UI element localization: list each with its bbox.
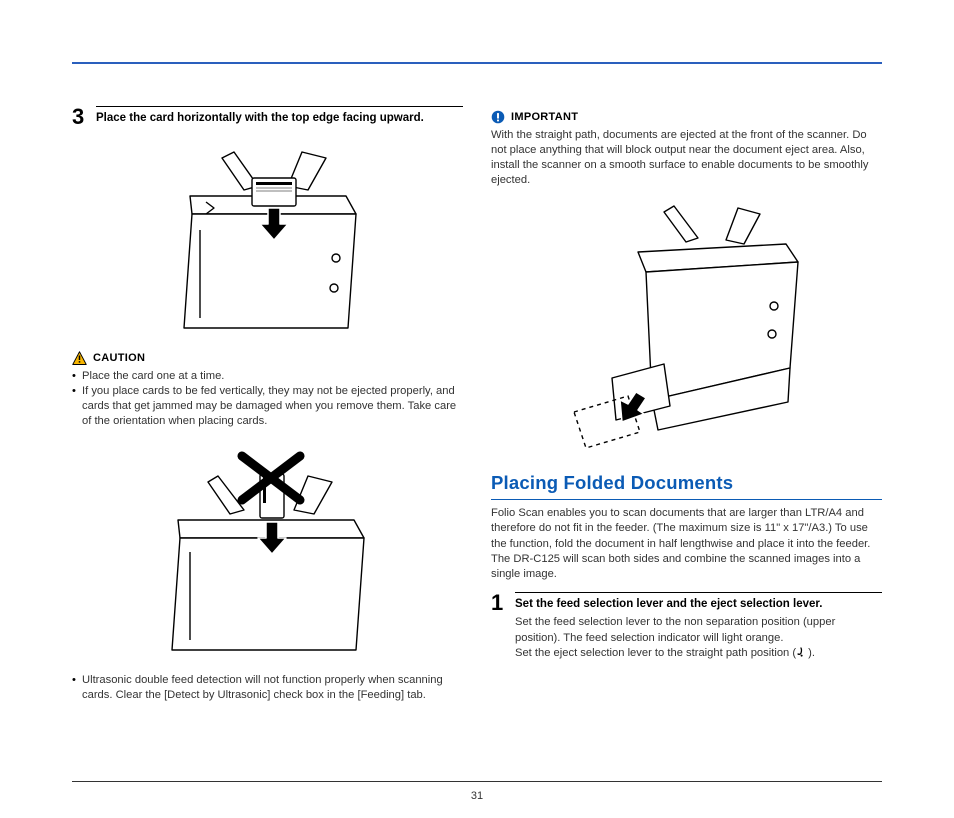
bottom-rule [72,781,882,782]
caution-icon [72,351,87,366]
figure-card-horizontal [72,138,463,343]
step-text-2b: ). [808,647,815,659]
caution-row: CAUTION [72,351,463,366]
important-text: With the straight path, documents are ej… [491,128,882,188]
important-label: IMPORTANT [511,110,578,125]
content-columns: 3 Place the card horizontally with the t… [72,62,882,703]
section-intro: Folio Scan enables you to scan documents… [491,506,882,582]
step-number: 3 [72,106,90,128]
step-rule [515,592,882,593]
scanner-card-horizontal-illustration [148,138,388,338]
right-column: IMPORTANT With the straight path, docume… [491,106,882,703]
scanner-eject-illustration [542,198,832,458]
step-title: Set the feed selection lever and the eje… [515,597,882,613]
important-row: IMPORTANT [491,110,882,125]
straight-path-icon [796,646,808,658]
step-text-2: Set the eject selection lever to the str… [515,646,882,661]
step-3-block: 3 Place the card horizontally with the t… [72,106,463,128]
caution-bullet-text: If you place cards to be fed vertically,… [82,384,463,429]
step-1-block: 1 Set the feed selection lever and the e… [491,592,882,661]
top-rule [72,62,882,64]
step-number: 1 [491,592,509,661]
section-heading: Placing Folded Documents [491,471,882,500]
scanner-card-vertical-wrong-illustration [148,440,388,660]
caution-label: CAUTION [93,351,145,366]
figure-straight-path-eject [491,198,882,463]
note-bullet-text: Ultrasonic double feed detection will no… [82,673,463,703]
step-rule [96,106,463,107]
step-text-2a: Set the eject selection lever to the str… [515,647,796,659]
figure-card-vertical-wrong [72,440,463,665]
left-column: 3 Place the card horizontally with the t… [72,106,463,703]
note-bullets: Ultrasonic double feed detection will no… [72,673,463,703]
step-body: Place the card horizontally with the top… [96,106,463,128]
important-icon [491,110,505,124]
page-number: 31 [0,790,954,802]
step-text-1: Set the feed selection lever to the non … [515,615,882,645]
caution-bullet-text: Place the card one at a time. [82,369,224,384]
step-title: Place the card horizontally with the top… [96,111,463,127]
caution-bullets: Place the card one at a time. If you pla… [72,369,463,429]
step-body: Set the feed selection lever and the eje… [515,592,882,661]
